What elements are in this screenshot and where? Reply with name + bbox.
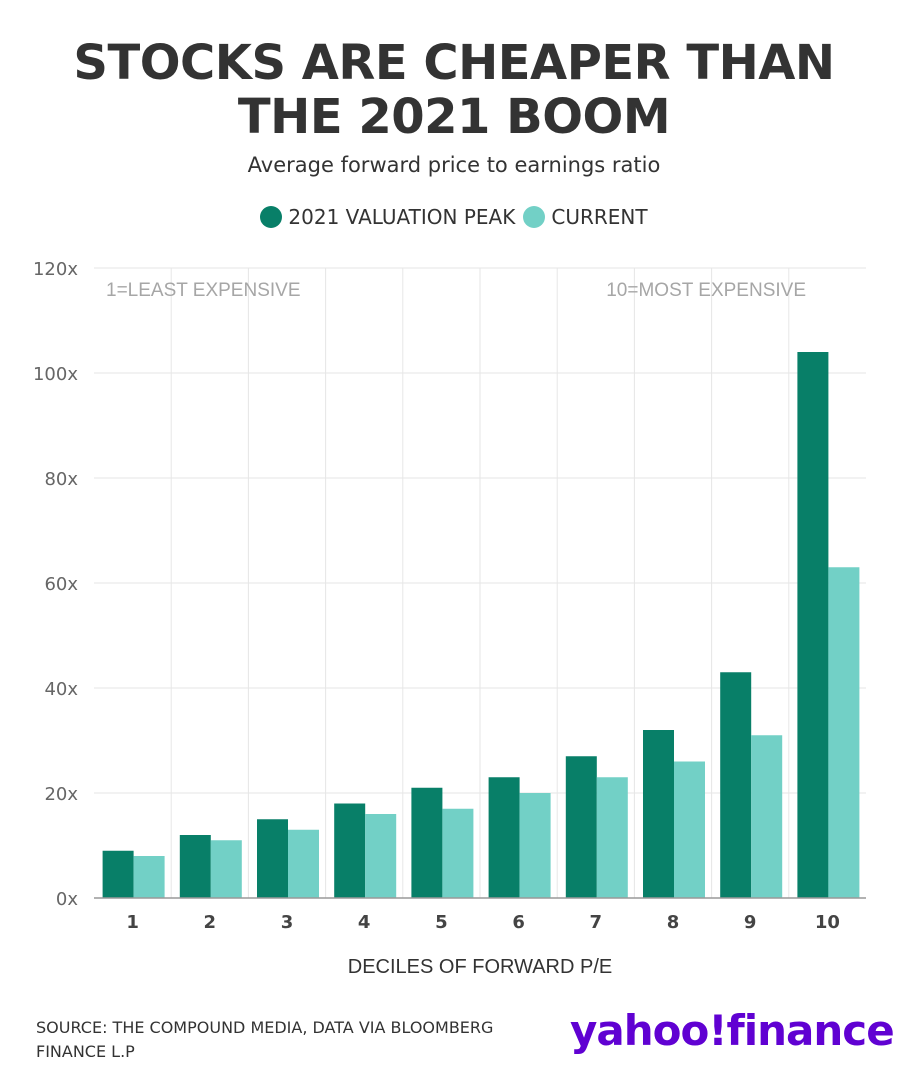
bar-2021-peak bbox=[179, 835, 211, 898]
chart-title-line-2: THE 2021 BOOM bbox=[237, 89, 671, 145]
bar-current bbox=[828, 567, 860, 898]
annotation-least-expensive: 1=LEAST EXPENSIVE bbox=[106, 280, 301, 301]
x-tick-label: 5 bbox=[435, 912, 448, 933]
legend-label-peak: 2021 VALUATION PEAK bbox=[288, 205, 516, 229]
bar-current bbox=[288, 829, 319, 898]
legend-swatch-current bbox=[523, 206, 546, 228]
bar-2021-peak bbox=[102, 850, 134, 898]
legend-swatch-peak bbox=[260, 206, 283, 228]
bar-2021-peak bbox=[565, 756, 597, 898]
y-tick-label: 0x bbox=[56, 889, 78, 910]
chart-subtitle: Average forward price to earnings ratio bbox=[247, 153, 661, 177]
source-line-1: SOURCE: THE COMPOUND MEDIA, DATA VIA BLO… bbox=[36, 1018, 494, 1037]
x-tick-label: 6 bbox=[512, 912, 525, 933]
yahoo-finance-logo: yahoo!finance bbox=[570, 1006, 895, 1055]
legend-item-current: CURRENT bbox=[523, 205, 648, 229]
y-tick-label: 40x bbox=[44, 679, 78, 700]
bar-current bbox=[442, 808, 474, 898]
y-tick-label: 20x bbox=[44, 784, 78, 805]
annotation-most-expensive: 10=MOST EXPENSIVE bbox=[606, 280, 806, 301]
chart-legend: 2021 VALUATION PEAK CURRENT bbox=[0, 205, 908, 229]
x-axis-title: DECILES OF FORWARD P/E bbox=[348, 956, 612, 978]
bar-2021-peak bbox=[488, 777, 520, 898]
bar-2021-peak bbox=[720, 672, 752, 898]
bar-current bbox=[365, 814, 397, 898]
legend-label-current: CURRENT bbox=[551, 205, 648, 229]
x-tick-label: 3 bbox=[281, 912, 294, 933]
bar-chart: 0x 20x 40x 60x 80x 100x 120x 1=LEAST EXPENSIVE 1… bbox=[33, 259, 866, 978]
bar-current bbox=[674, 761, 705, 898]
x-tick-label: 9 bbox=[744, 912, 757, 933]
source-note: SOURCE: THE COMPOUND MEDIA, DATA VIA BLO… bbox=[36, 1016, 493, 1064]
bar-current bbox=[210, 840, 242, 898]
x-tick-label: 7 bbox=[590, 912, 603, 933]
x-tick-label: 10 bbox=[815, 912, 840, 933]
chart-title: STOCKS ARE CHEAPER THAN THE 2021 BOOM bbox=[0, 36, 908, 144]
x-tick-label: 8 bbox=[667, 912, 680, 933]
y-tick-label: 100x bbox=[33, 364, 78, 385]
x-tick-label: 1 bbox=[126, 912, 139, 933]
bar-current bbox=[133, 856, 165, 898]
bar-2021-peak bbox=[257, 819, 288, 898]
x-tick-label: 2 bbox=[204, 912, 217, 933]
chart-title-line-1: STOCKS ARE CHEAPER THAN bbox=[73, 35, 835, 91]
bar-current bbox=[596, 777, 628, 898]
y-tick-label: 80x bbox=[44, 469, 78, 490]
y-tick-label: 120x bbox=[33, 259, 78, 280]
legend-item-peak: 2021 VALUATION PEAK bbox=[260, 205, 515, 229]
y-tick-label: 60x bbox=[44, 574, 78, 595]
bar-2021-peak bbox=[411, 787, 443, 898]
x-tick-label: 4 bbox=[358, 912, 371, 933]
bar-2021-peak bbox=[643, 730, 674, 898]
bar-current bbox=[519, 793, 551, 898]
bar-2021-peak bbox=[797, 352, 829, 898]
bar-current bbox=[751, 735, 783, 898]
source-line-2: FINANCE L.P bbox=[36, 1042, 135, 1061]
bar-2021-peak bbox=[334, 803, 366, 898]
